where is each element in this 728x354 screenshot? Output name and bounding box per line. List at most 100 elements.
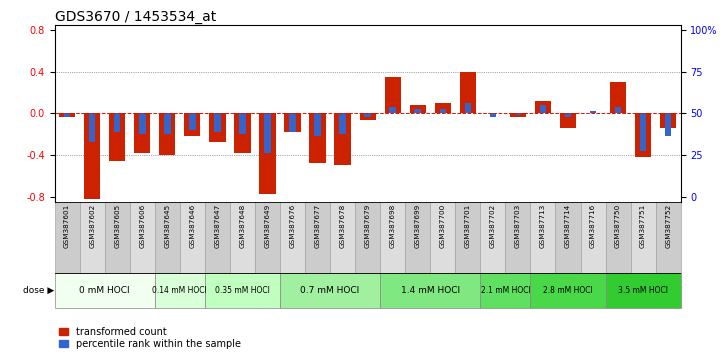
Text: GSM387602: GSM387602 xyxy=(89,204,95,248)
Bar xyxy=(615,107,621,113)
Bar xyxy=(656,202,681,273)
Bar xyxy=(84,113,100,199)
Bar xyxy=(365,113,371,118)
Bar xyxy=(505,202,531,273)
Bar xyxy=(159,113,175,155)
Text: GSM387605: GSM387605 xyxy=(114,204,120,248)
Bar xyxy=(430,202,455,273)
Bar xyxy=(230,202,255,273)
Bar xyxy=(280,273,380,308)
Text: GDS3670 / 1453534_at: GDS3670 / 1453534_at xyxy=(55,10,215,24)
Bar xyxy=(455,202,480,273)
Text: GSM387701: GSM387701 xyxy=(464,204,471,248)
Bar xyxy=(339,113,346,134)
Bar xyxy=(205,273,280,308)
Bar xyxy=(435,103,451,113)
Bar xyxy=(630,202,656,273)
Bar xyxy=(55,202,79,273)
Bar xyxy=(635,113,652,157)
Text: GSM387647: GSM387647 xyxy=(214,204,221,248)
Text: GSM387714: GSM387714 xyxy=(565,204,571,248)
Text: GSM387601: GSM387601 xyxy=(64,204,70,248)
Bar xyxy=(560,113,576,128)
Bar xyxy=(214,113,221,132)
Bar xyxy=(660,113,676,128)
Bar xyxy=(330,202,355,273)
Bar xyxy=(665,113,671,136)
Text: GSM387752: GSM387752 xyxy=(665,204,671,248)
Text: GSM387750: GSM387750 xyxy=(615,204,621,248)
Bar xyxy=(640,113,646,151)
Text: 0 mM HOCl: 0 mM HOCl xyxy=(79,286,130,295)
Bar xyxy=(490,113,496,118)
Text: 0.7 mM HOCl: 0.7 mM HOCl xyxy=(301,286,360,295)
Text: GSM387716: GSM387716 xyxy=(590,204,596,248)
Bar xyxy=(189,113,196,130)
Bar xyxy=(309,113,325,163)
Bar xyxy=(389,107,396,113)
Text: 0.35 mM HOCl: 0.35 mM HOCl xyxy=(215,286,270,295)
Legend: transformed count, percentile rank within the sample: transformed count, percentile rank withi… xyxy=(60,327,241,349)
Bar xyxy=(314,113,321,136)
Bar xyxy=(515,113,521,115)
Bar xyxy=(334,113,351,165)
Bar xyxy=(360,113,376,120)
Bar xyxy=(280,202,305,273)
Bar xyxy=(610,82,626,113)
Bar xyxy=(130,202,155,273)
Bar xyxy=(380,202,405,273)
Bar xyxy=(89,113,95,142)
Bar xyxy=(289,113,296,132)
Bar xyxy=(139,113,146,134)
Bar xyxy=(384,77,401,113)
Text: 0.14 mM HOCl: 0.14 mM HOCl xyxy=(152,286,207,295)
Text: GSM387702: GSM387702 xyxy=(490,204,496,248)
Bar xyxy=(184,113,200,136)
Text: 3.5 mM HOCl: 3.5 mM HOCl xyxy=(618,286,668,295)
Text: GSM387700: GSM387700 xyxy=(440,204,446,248)
Text: GSM387649: GSM387649 xyxy=(264,204,271,248)
Text: GSM387646: GSM387646 xyxy=(189,204,195,248)
Bar xyxy=(155,273,205,308)
Bar xyxy=(606,202,630,273)
Text: GSM387751: GSM387751 xyxy=(640,204,646,248)
Text: 1.4 mM HOCl: 1.4 mM HOCl xyxy=(400,286,460,295)
Bar xyxy=(240,113,245,134)
Bar xyxy=(535,101,551,113)
Bar xyxy=(410,105,426,113)
Bar xyxy=(606,273,681,308)
Bar xyxy=(355,202,380,273)
Text: GSM387645: GSM387645 xyxy=(165,204,170,248)
Bar xyxy=(380,273,480,308)
Bar xyxy=(440,109,446,113)
Text: 2.8 mM HOCl: 2.8 mM HOCl xyxy=(543,286,593,295)
Bar xyxy=(114,113,120,132)
Bar xyxy=(510,113,526,118)
Text: GSM387698: GSM387698 xyxy=(389,204,396,248)
Text: GSM387713: GSM387713 xyxy=(540,204,546,248)
Bar xyxy=(459,72,476,113)
Text: dose ▶: dose ▶ xyxy=(23,286,55,295)
Bar xyxy=(209,113,226,142)
Bar xyxy=(134,113,151,153)
Bar xyxy=(531,202,555,273)
Bar xyxy=(565,113,571,118)
Text: 2.1 mM HOCl: 2.1 mM HOCl xyxy=(480,286,530,295)
Bar xyxy=(234,113,250,153)
Bar xyxy=(539,105,546,113)
Bar xyxy=(79,202,105,273)
Bar xyxy=(305,202,330,273)
Bar xyxy=(205,202,230,273)
Bar xyxy=(480,202,505,273)
Bar xyxy=(164,113,170,134)
Bar xyxy=(109,113,125,161)
Text: GSM387677: GSM387677 xyxy=(314,204,320,248)
Text: GSM387699: GSM387699 xyxy=(415,204,421,248)
Text: GSM387678: GSM387678 xyxy=(339,204,346,248)
Bar xyxy=(105,202,130,273)
Bar xyxy=(155,202,180,273)
Bar xyxy=(464,103,471,113)
Bar xyxy=(414,109,421,113)
Bar xyxy=(480,273,531,308)
Bar xyxy=(64,113,71,118)
